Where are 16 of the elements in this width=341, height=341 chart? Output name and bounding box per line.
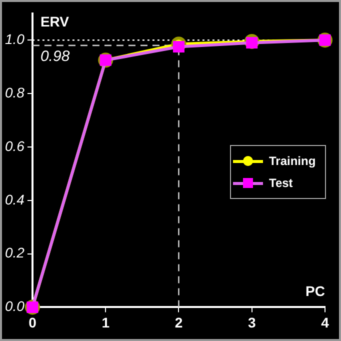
y-tick-label: 0.0	[4, 298, 25, 314]
x-tick-label: 3	[248, 314, 256, 330]
legend-label: Training	[269, 154, 316, 168]
x-tick-label: 2	[174, 314, 183, 330]
y-axis-title: ERV	[40, 13, 70, 30]
y-tick-label: 0.4	[4, 191, 25, 208]
legend-label: Test	[269, 176, 293, 190]
y-tick-label: 0.6	[4, 138, 25, 154]
x-tick-label: 1	[102, 314, 110, 330]
y-tick-label: 1.0	[4, 31, 25, 47]
y-tick-label: 0.8	[4, 84, 25, 100]
y-tick-label: 0.2	[4, 244, 25, 261]
x-tick-label: 4	[321, 314, 330, 330]
x-tick-label: 0	[28, 314, 37, 330]
x-axis-title: PC	[306, 283, 325, 300]
ref-line-label: 0.98	[40, 48, 70, 66]
